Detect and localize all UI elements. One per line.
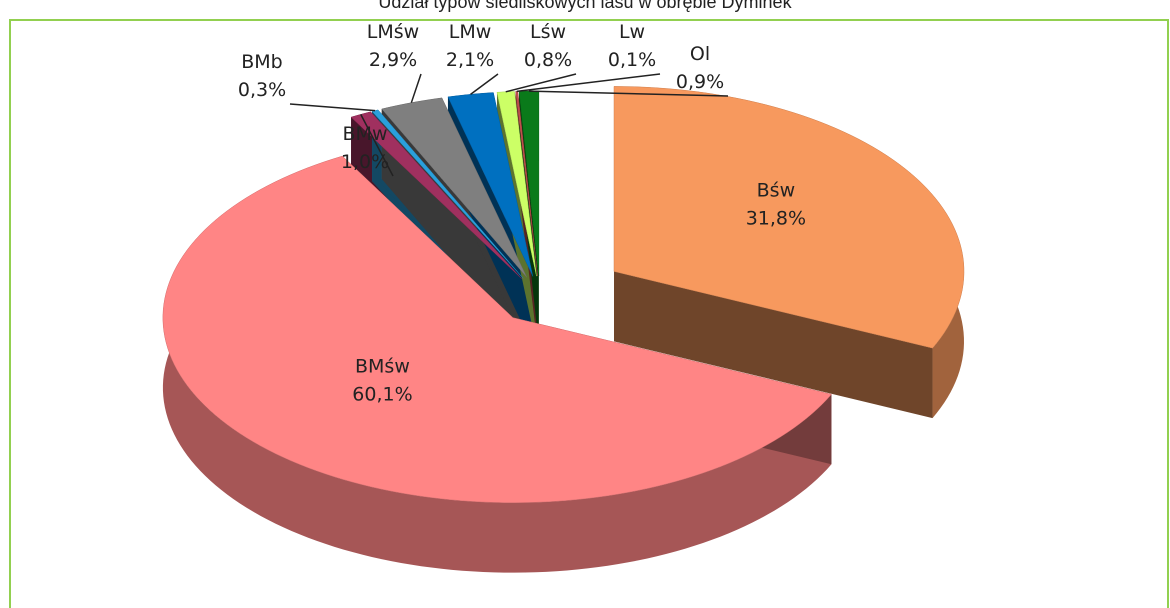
pie-tops	[162, 86, 965, 503]
leader-line	[470, 73, 499, 95]
value-label: 31,8%	[746, 207, 806, 229]
leader-line	[289, 103, 376, 112]
category-label: Ol	[690, 43, 710, 65]
category-label: BMb	[241, 51, 283, 73]
category-label: Lśw	[530, 21, 566, 43]
leader-line	[410, 73, 422, 103]
slice	[496, 91, 537, 277]
leader-line	[516, 73, 661, 93]
slice	[518, 90, 540, 277]
value-label: 2,1%	[446, 49, 494, 71]
category-label: LMw	[449, 21, 492, 43]
value-label: 0,1%	[608, 49, 656, 71]
leader-line	[505, 73, 577, 93]
category-label: BMw	[343, 123, 388, 145]
leader-line	[360, 114, 394, 177]
slice	[381, 97, 528, 278]
value-label: 60,1%	[352, 383, 412, 405]
value-label: 1,0%	[341, 151, 389, 173]
category-label: LMśw	[367, 21, 419, 43]
category-label: Bśw	[757, 179, 795, 201]
category-label: BMśw	[355, 355, 410, 377]
value-label: 2,9%	[369, 49, 417, 71]
slice	[371, 109, 524, 279]
leader-line	[528, 90, 729, 97]
chart-title: Udział typów siedliskowych lasu w obrębi…	[378, 0, 792, 12]
slice	[447, 92, 534, 277]
category-label: Lw	[619, 21, 645, 43]
slice-wall	[614, 271, 933, 419]
labels: Bśw 31,8% BMśw 60,1% BMw 1,0% BMb 0,3% LMśw 2,9% L…	[238, 21, 806, 405]
slice	[162, 155, 832, 503]
value-label: 0,3%	[238, 79, 286, 101]
value-label: 0,9%	[676, 71, 724, 93]
value-label: 0,8%	[524, 49, 572, 71]
